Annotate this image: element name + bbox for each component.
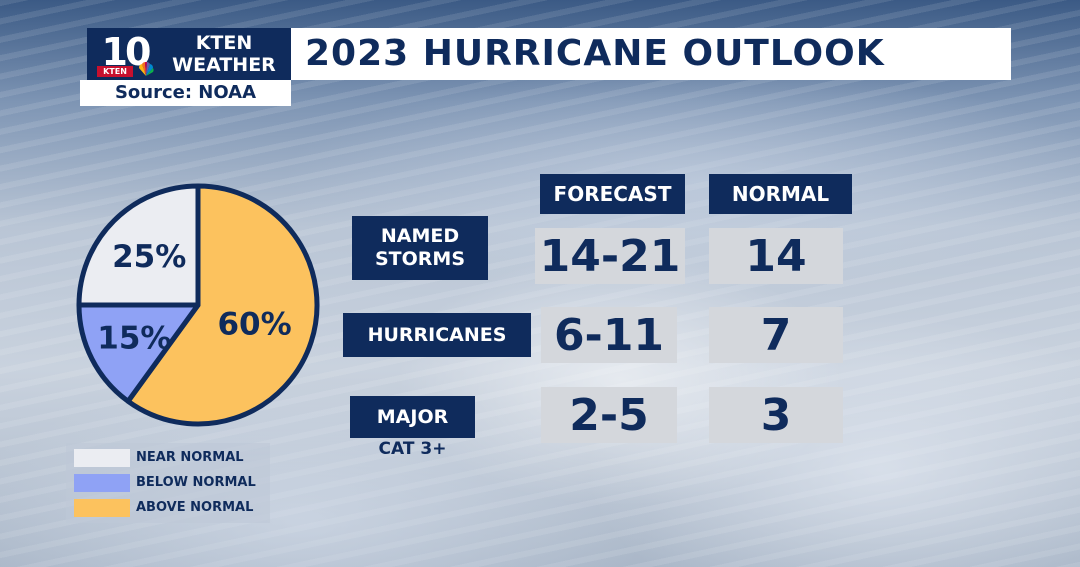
- logo-kten-tag: KTEN: [97, 66, 133, 77]
- row-label-named-storms: NAMED STORMS: [352, 216, 488, 280]
- legend-swatch-above-normal: [74, 499, 130, 517]
- pie-slice-below-normal: [76, 302, 201, 404]
- pie-slice-near-normal: [76, 183, 201, 308]
- logo-wordmark: KTEN WEATHER: [160, 32, 288, 76]
- legend-label-above-normal: ABOVE NORMAL: [136, 500, 254, 515]
- outlook-pie-chart: 60% 15% 25%: [76, 183, 320, 427]
- logo-line-2: WEATHER: [172, 54, 276, 76]
- legend-swatch-near-normal: [74, 449, 130, 467]
- pie-legend: NEAR NORMAL BELOW NORMAL ABOVE NORMAL: [66, 443, 270, 523]
- header-normal: NORMAL: [709, 174, 852, 214]
- page-title: 2023 HURRICANE OUTLOOK: [291, 28, 1011, 80]
- row-label-line-1: NAMED: [380, 225, 460, 247]
- pie-label-below-normal: 15%: [97, 320, 171, 356]
- pie-label-near-normal: 25%: [112, 239, 186, 275]
- source-label: Source: NOAA: [80, 80, 291, 106]
- legend-swatch-below-normal: [74, 474, 130, 492]
- forecast-hurricanes: 6-11: [541, 307, 677, 363]
- logo-line-1: KTEN: [195, 32, 253, 54]
- peacock-icon: [138, 62, 154, 76]
- row-sublabel-cat3: CAT 3+: [378, 439, 447, 459]
- normal-major: 3: [709, 387, 843, 443]
- legend-label-below-normal: BELOW NORMAL: [136, 475, 256, 490]
- row-label-hurricanes: HURRICANES: [343, 313, 531, 357]
- forecast-major: 2-5: [541, 387, 677, 443]
- normal-hurricanes: 7: [709, 307, 843, 363]
- row-label-major: MAJOR: [350, 396, 475, 438]
- pie-label-above-normal: 60%: [217, 306, 291, 342]
- header-forecast: FORECAST: [540, 174, 685, 214]
- normal-named-storms: 14: [709, 228, 843, 284]
- row-label-line-2: STORMS: [374, 248, 466, 270]
- legend-label-near-normal: NEAR NORMAL: [136, 450, 244, 465]
- forecast-named-storms: 14-21: [535, 228, 685, 284]
- pie-slice-above-normal: [125, 183, 320, 427]
